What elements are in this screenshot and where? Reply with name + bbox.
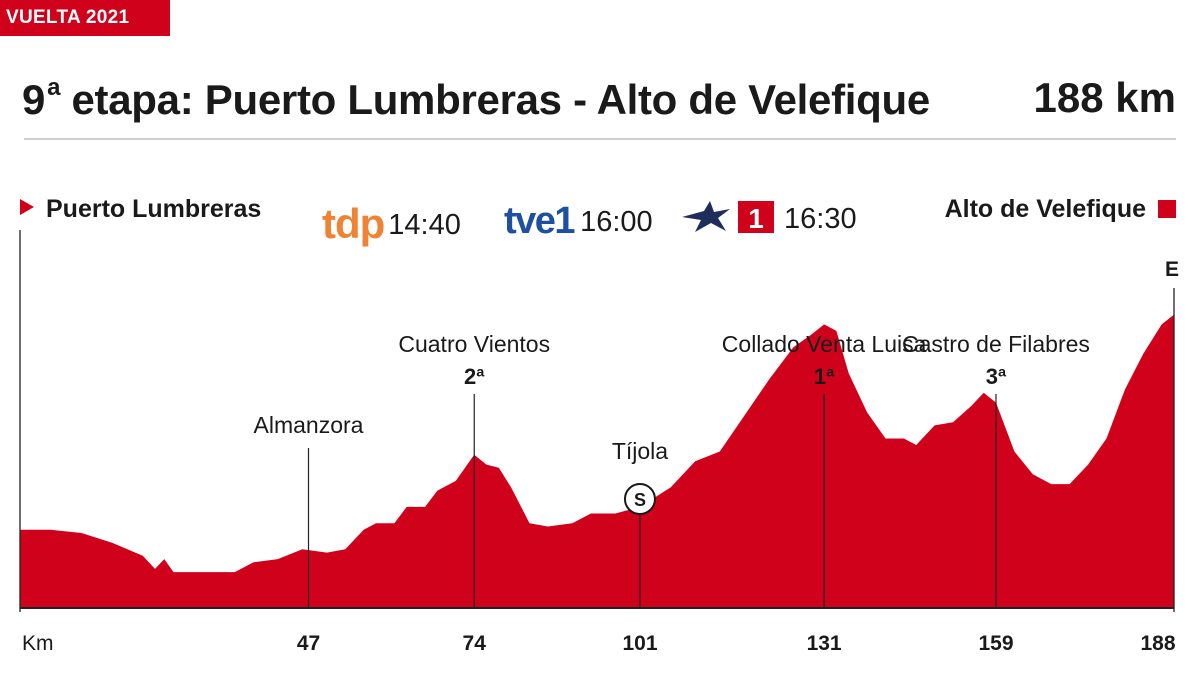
landmark-name: Castro de Filabres	[902, 331, 1090, 357]
broadcast-tve1: tve1 16:00	[504, 200, 653, 243]
finish-category-label: E	[1165, 258, 1179, 281]
stage-number: 9	[22, 76, 46, 123]
tve1-logo: tve1	[504, 200, 576, 242]
x-axis-label: Km	[22, 632, 54, 655]
landmark-name: Collado Venta Luisa	[722, 331, 927, 357]
broadcast-time-tdp: 14:40	[388, 209, 461, 241]
x-tick-label: 188	[1140, 632, 1175, 655]
sprint-label: S	[634, 490, 646, 510]
broadcast-time-eurosport: 16:30	[784, 203, 857, 235]
landmark-name: Cuatro Vientos	[398, 331, 550, 357]
race-badge: VUELTA 2021	[0, 0, 170, 36]
start-location: Puerto Lumbreras	[20, 195, 261, 224]
climb-category-label: 1ª	[814, 364, 835, 389]
finish-location-text: Alto de Velefique	[944, 195, 1146, 223]
start-triangle-icon	[20, 199, 34, 215]
stage-distance: 188 km	[1033, 74, 1176, 121]
stage-ordinal: a	[47, 74, 61, 101]
landmark-name: Tíjola	[612, 438, 668, 464]
x-tick-label: 159	[978, 632, 1013, 655]
broadcast-time-tve1: 16:00	[580, 206, 653, 238]
finish-location: Alto de Velefique	[945, 195, 1176, 224]
landmark-name: Almanzora	[254, 412, 364, 438]
stage-route: etapa: Puerto Lumbreras - Alto de Velefi…	[60, 76, 930, 123]
svg-text:1: 1	[748, 203, 764, 234]
start-location-text: Puerto Lumbreras	[46, 195, 262, 223]
climb-category-label: 2ª	[464, 364, 485, 389]
elevation-area	[20, 314, 1174, 608]
finish-square-icon	[1158, 200, 1176, 218]
broadcast-eurosport: 1 16:30	[680, 200, 857, 242]
stage-title: 9a etapa: Puerto Lumbreras - Alto de Vel…	[22, 74, 930, 124]
climb-category-label: 3ª	[986, 364, 1007, 389]
eurosport-logo: 1	[680, 200, 776, 242]
x-tick-label: 47	[297, 632, 320, 655]
x-tick-label: 101	[622, 632, 657, 655]
broadcast-tdp: tdp 14:40	[322, 200, 461, 248]
x-tick-label: 131	[807, 632, 842, 655]
tdp-logo: tdp	[322, 200, 385, 247]
x-tick-label: 74	[463, 632, 487, 655]
title-divider	[24, 138, 1176, 140]
